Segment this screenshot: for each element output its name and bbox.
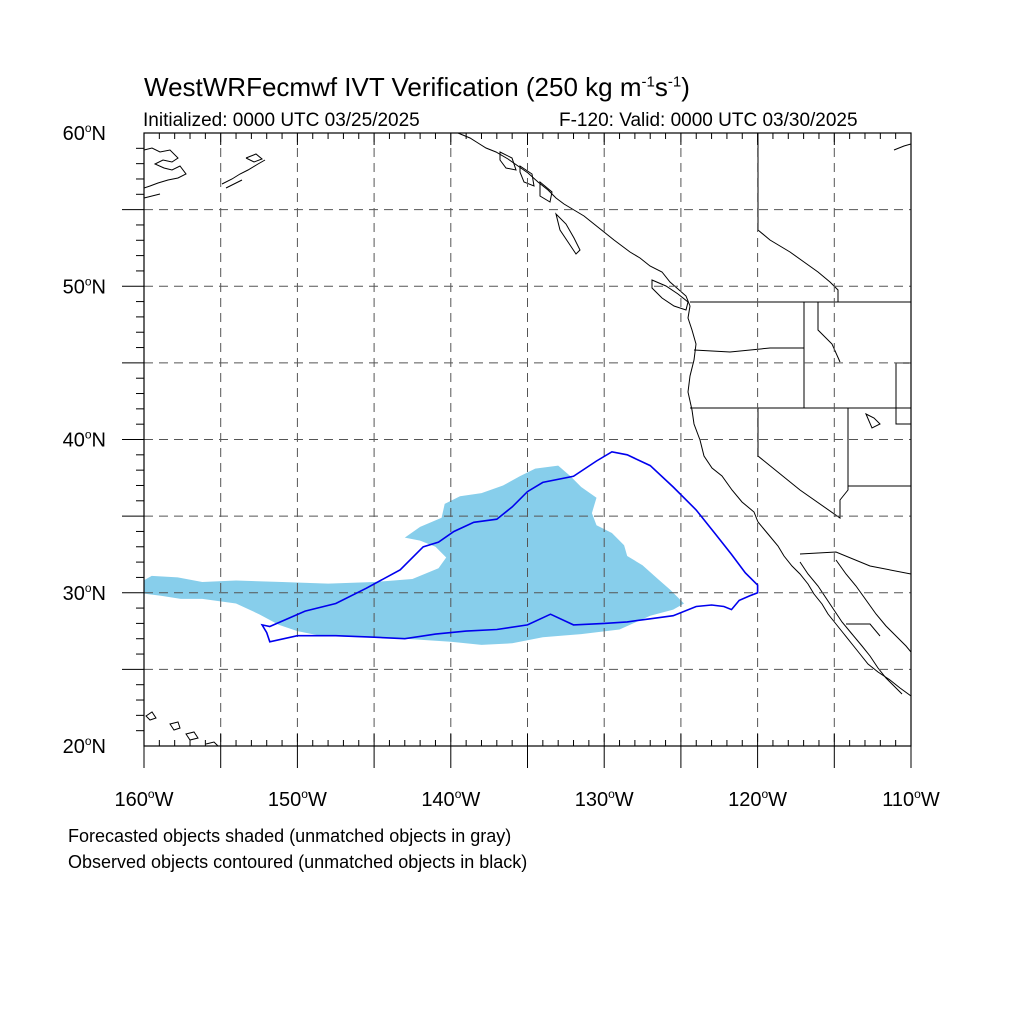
idaho-border	[803, 302, 841, 408]
observed-legend-note: Observed objects contoured (unmatched ob…	[68, 852, 528, 872]
washington-oregon-border	[693, 347, 805, 408]
axis-ticks	[122, 133, 912, 768]
latitude-label: 60oN	[63, 121, 106, 145]
title-close: )	[681, 72, 690, 102]
title-main: WestWRFecmwf IVT Verification (250 kg m	[144, 72, 642, 102]
initialized-label: Initialized: 0000 UTC 03/25/2025	[143, 110, 420, 131]
alaska-panhandle-islands	[499, 151, 553, 203]
latitude-labels: 60oN 50oN 40oN 30oN 20oN	[63, 121, 106, 758]
title-mid: s	[654, 72, 668, 102]
latitude-label: 20oN	[63, 734, 106, 758]
vancouver-island	[651, 279, 689, 311]
longitude-label: 160oW	[115, 787, 174, 811]
lat-lon-gridlines	[144, 133, 911, 746]
latitude-label: 40oN	[63, 428, 106, 452]
bc-alaska-panhandle-coast	[457, 133, 911, 697]
alaska-coast	[144, 147, 187, 199]
us-mexico-border	[799, 551, 911, 575]
political-borders	[690, 133, 911, 637]
observed-ivt-contour	[260, 450, 759, 643]
hudson-bay-edge	[893, 143, 911, 151]
gulf-of-california	[835, 559, 911, 653]
longitude-label: 140oW	[421, 787, 480, 811]
bc-alberta-border	[757, 133, 839, 302]
baja-peninsula	[799, 561, 903, 695]
mexico-state-border	[846, 623, 881, 637]
longitude-labels: 160oW 150oW 140oW 130oW 120oW 110oW	[115, 787, 940, 811]
title-exponent-1: -1	[641, 73, 655, 91]
longitude-label: 110oW	[882, 787, 940, 811]
hawaii-islands	[145, 711, 219, 746]
title-exponent-2: -1	[667, 73, 682, 91]
valid-time-label: F-120: Valid: 0000 UTC 03/30/2025	[559, 110, 858, 131]
longitude-label: 120oW	[728, 787, 787, 811]
forecast-ivt-object	[144, 465, 684, 645]
longitude-label: 150oW	[268, 787, 327, 811]
chart-title: WestWRFecmwf IVT Verification (250 kg m-…	[144, 72, 690, 103]
alaska-islands	[221, 153, 266, 189]
latitude-label: 50oN	[63, 274, 106, 298]
coastlines	[144, 133, 911, 746]
longitude-label: 130oW	[575, 787, 634, 811]
forecast-legend-note: Forecasted objects shaded (unmatched obj…	[68, 826, 512, 846]
lake-tahoe-area	[865, 412, 881, 429]
haida-gwaii	[555, 212, 581, 255]
latitude-label: 30oN	[63, 581, 106, 605]
